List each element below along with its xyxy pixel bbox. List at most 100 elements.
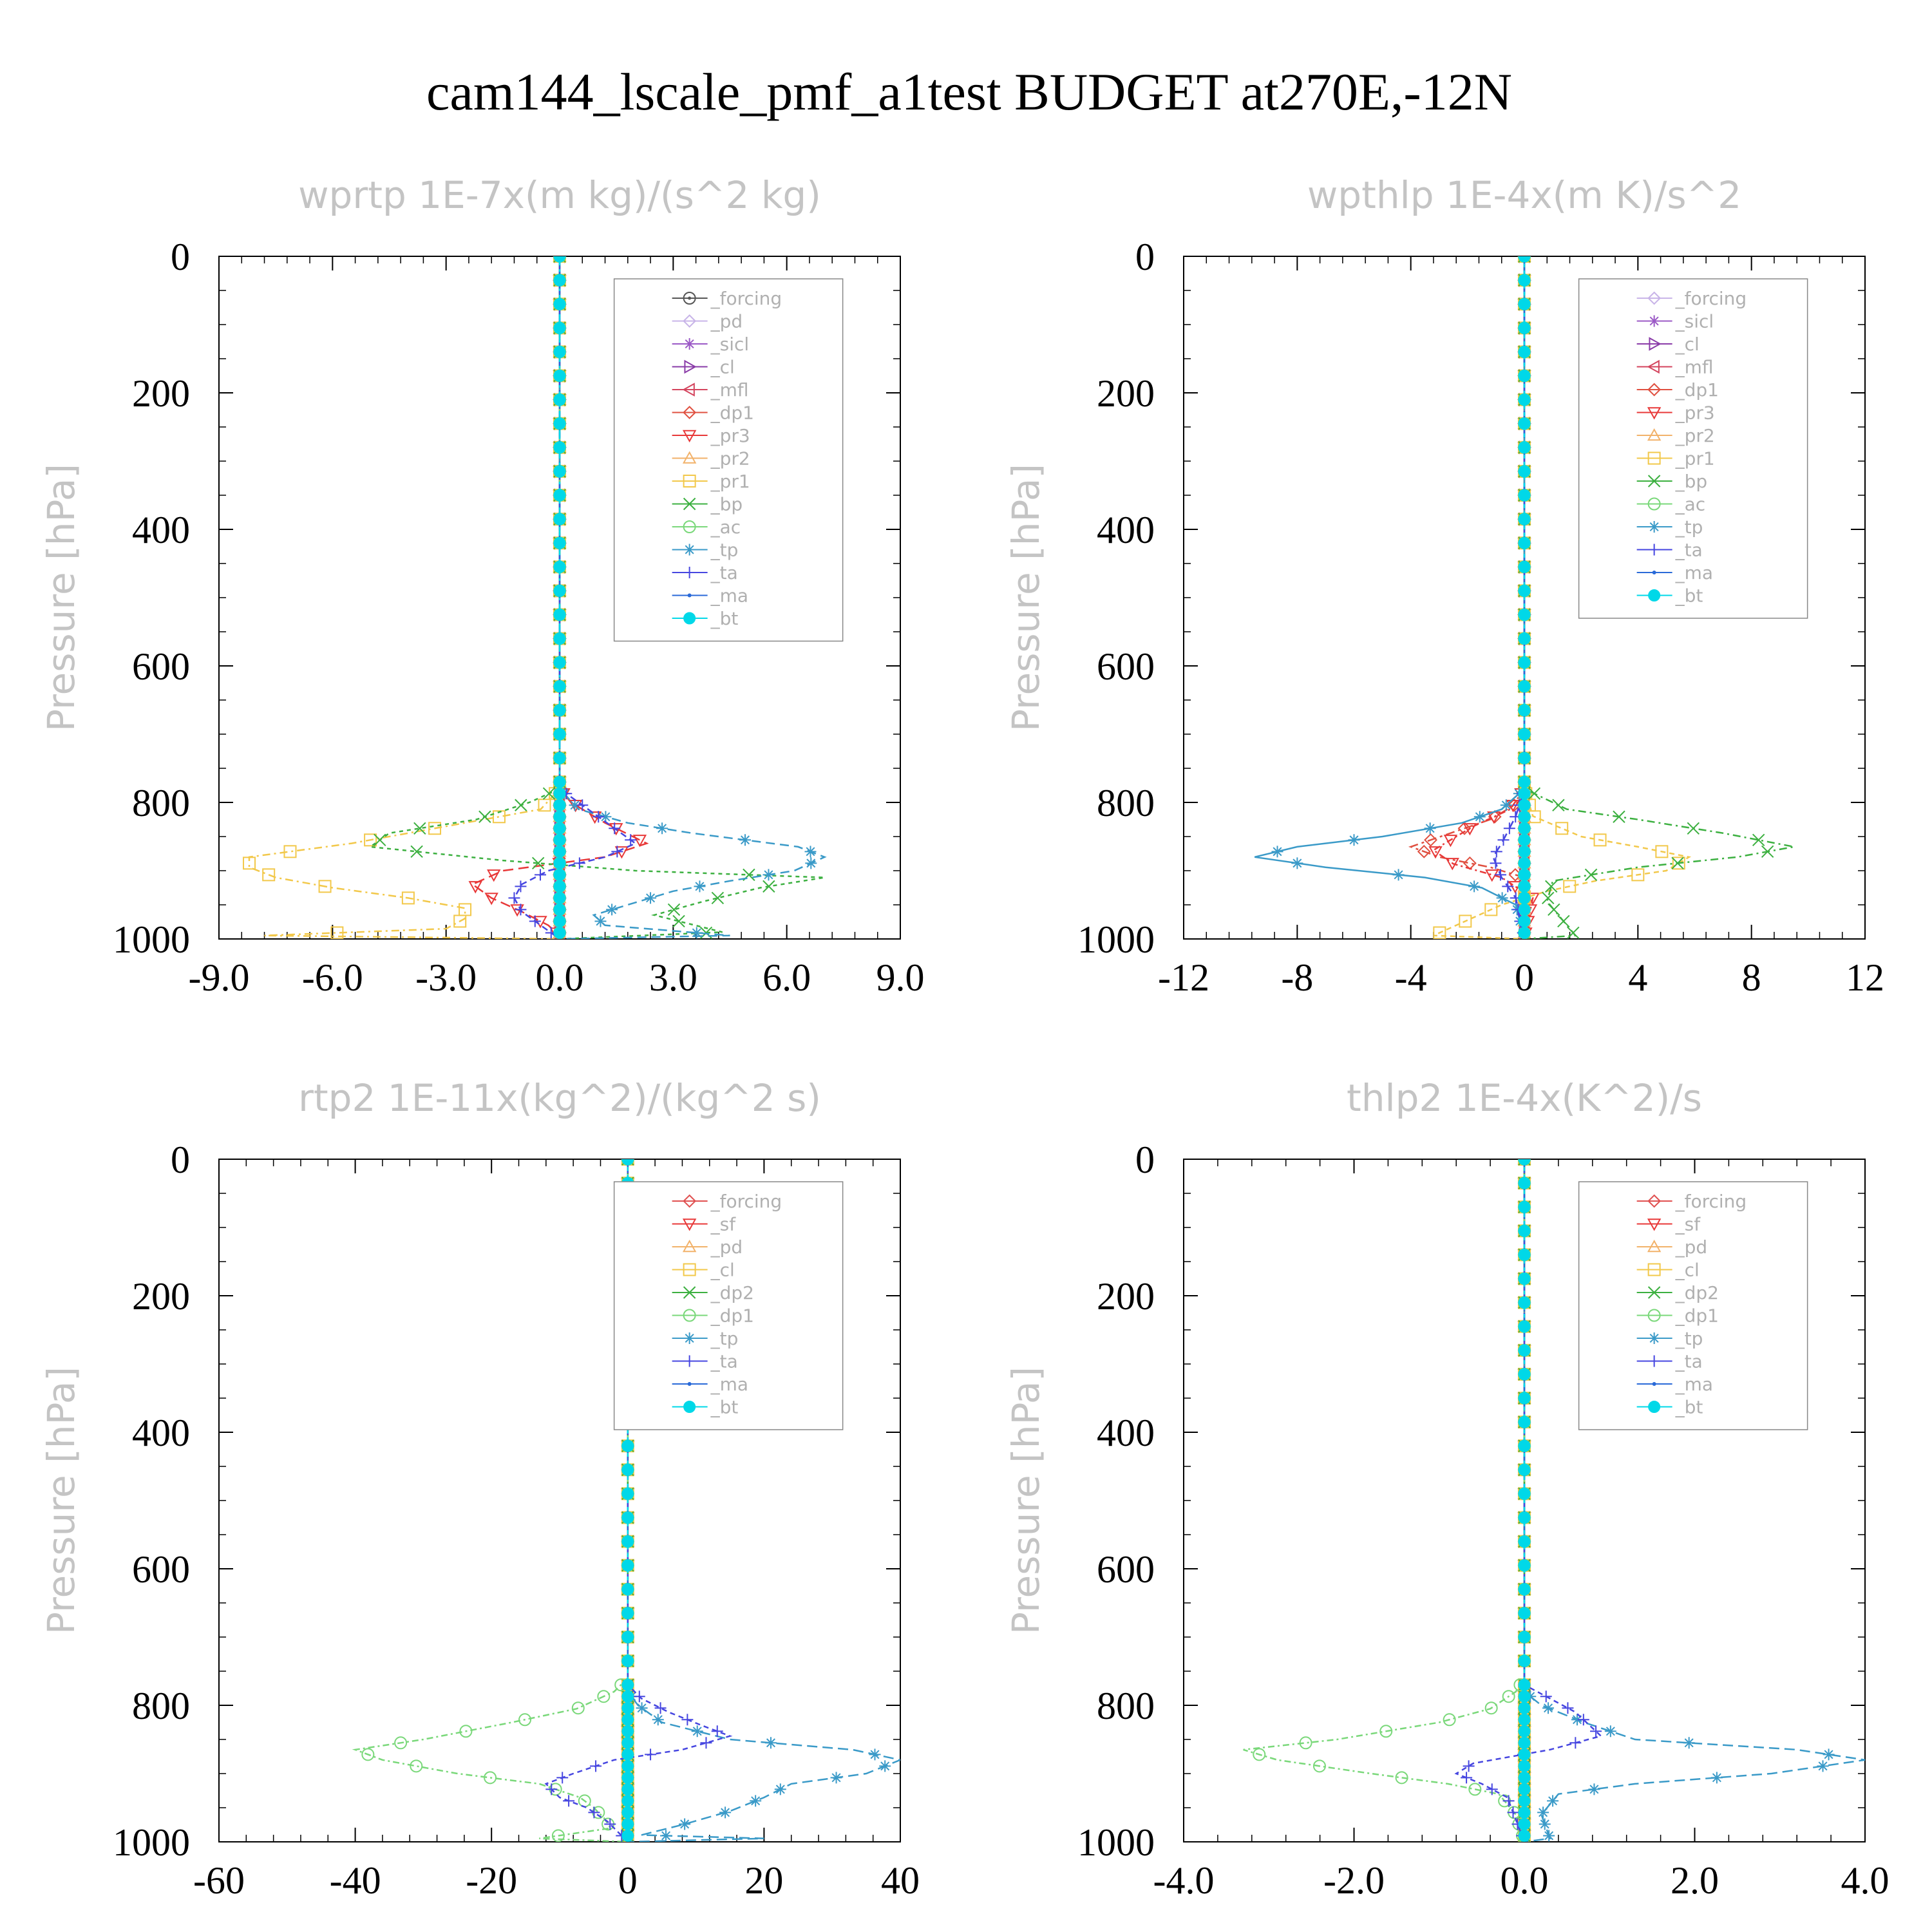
data-point	[515, 799, 527, 811]
series-line	[1454, 1159, 1603, 1842]
series-line	[627, 1159, 900, 1842]
data-point	[1518, 845, 1531, 858]
data-point	[621, 1463, 634, 1476]
x-tick-label: -8	[1281, 956, 1313, 999]
legend-marker	[1652, 1382, 1656, 1386]
legend-item: _sf	[672, 1214, 736, 1235]
data-point	[453, 914, 467, 928]
data-point	[1443, 835, 1458, 848]
legend-item: _pr2	[1636, 425, 1715, 446]
data-point	[492, 810, 506, 824]
data-point	[518, 1713, 532, 1727]
data-point	[1518, 489, 1531, 502]
data-point	[553, 656, 566, 669]
legend-label: _ta	[1675, 540, 1703, 561]
series-bt	[553, 256, 566, 939]
data-point	[1503, 822, 1515, 835]
data-point	[1823, 1748, 1835, 1761]
data-point	[553, 298, 566, 310]
legend-marker	[683, 544, 696, 556]
data-point	[508, 892, 520, 904]
legend-marker	[1648, 544, 1660, 556]
data-point	[1567, 926, 1580, 939]
data-point	[1518, 370, 1531, 382]
x-tick-label: 4	[1628, 956, 1647, 999]
legend-label: _cl	[1675, 1260, 1700, 1281]
data-point	[394, 1736, 408, 1750]
data-point	[553, 752, 566, 764]
y-tick-label: 400	[1097, 509, 1155, 551]
legend-item: _sicl	[1636, 311, 1714, 332]
legend-item: _tp	[672, 540, 738, 561]
legend-marker	[1647, 1239, 1662, 1253]
legend-label: _ac	[710, 516, 741, 538]
legend-marker	[687, 1382, 692, 1386]
data-point	[1518, 833, 1531, 846]
legend-label: _bt	[1675, 1397, 1703, 1418]
data-point	[621, 1654, 634, 1667]
data-point	[1518, 417, 1531, 430]
panel-title: thlp2 1E-4x(K^2)/s	[1347, 1076, 1702, 1120]
data-point	[660, 1830, 672, 1842]
data-point	[1518, 298, 1531, 310]
series-line	[1433, 256, 1692, 939]
data-point	[621, 1817, 634, 1830]
data-point	[545, 1783, 558, 1795]
x-tick-label: -2.0	[1323, 1859, 1385, 1902]
legend-marker	[684, 359, 697, 374]
data-point	[1542, 1702, 1555, 1714]
data-point	[1518, 704, 1531, 717]
y-tick-label: 800	[132, 782, 190, 824]
data-point	[1557, 914, 1570, 928]
data-point	[1518, 1248, 1531, 1261]
legend-marker	[682, 383, 695, 397]
legend-marker	[683, 1194, 697, 1208]
series-bt	[1518, 1159, 1531, 1842]
legend-item: _bt	[1636, 585, 1703, 607]
data-point	[621, 1559, 634, 1572]
legend-item: _ma	[672, 1374, 748, 1395]
legend-marker	[1648, 1401, 1661, 1413]
data-point	[553, 891, 566, 904]
data-point	[879, 1760, 891, 1772]
legend-item: _pr1	[672, 471, 750, 492]
data-point	[711, 1725, 723, 1738]
data-point	[553, 370, 566, 382]
legend-marker	[1647, 1194, 1662, 1208]
legend-marker	[683, 520, 696, 533]
data-point	[1518, 1736, 1531, 1749]
legend-item: _cl	[1636, 334, 1700, 355]
x-tick-label: 3.0	[649, 956, 697, 999]
y-tick-label: 400	[132, 509, 190, 551]
data-point	[1518, 1631, 1531, 1643]
legend-label: _forcing	[1675, 1191, 1747, 1212]
data-point	[1518, 1783, 1531, 1795]
data-point	[1417, 844, 1431, 858]
legend-label: _cl	[710, 357, 735, 378]
x-tick-label: 0	[618, 1859, 638, 1902]
data-point	[1428, 846, 1443, 859]
data-point	[739, 834, 752, 846]
data-point	[611, 846, 623, 858]
legend-label: _bp	[710, 494, 743, 515]
data-point	[1577, 1714, 1589, 1726]
legend-label: _ta	[710, 1351, 738, 1372]
legend-item: _ac	[672, 516, 741, 538]
data-point	[553, 256, 566, 263]
data-point	[361, 1748, 375, 1761]
data-point	[1518, 903, 1531, 916]
data-point	[1457, 821, 1472, 835]
data-point	[468, 881, 482, 894]
legend: _forcing_sf_pd_cl_dp2_dp1_tp_ta_ma_bt	[1578, 1181, 1808, 1430]
data-point	[576, 799, 589, 811]
legend-box	[613, 278, 844, 642]
data-point	[553, 845, 566, 858]
legend-marker	[1647, 291, 1662, 305]
data-point	[553, 417, 566, 430]
data-point	[401, 891, 415, 905]
legend-label: _forcing	[710, 288, 782, 309]
data-point	[1518, 513, 1531, 526]
data-point	[1518, 891, 1531, 904]
data-point	[1486, 1783, 1498, 1795]
legend-label: _ma	[1675, 562, 1713, 583]
